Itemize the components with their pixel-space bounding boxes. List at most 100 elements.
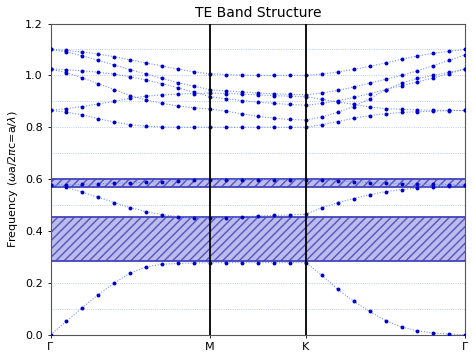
Point <box>222 108 230 114</box>
Point <box>414 181 421 187</box>
Point <box>110 119 118 125</box>
Point <box>462 66 469 72</box>
Point <box>382 87 389 92</box>
Point <box>174 80 182 86</box>
Point <box>222 260 230 266</box>
Y-axis label: Frequency ($\omega$a/2$\pi$c=a/$\lambda$): Frequency ($\omega$a/2$\pi$c=a/$\lambda$… <box>6 110 19 248</box>
Point <box>302 117 310 123</box>
Point <box>366 309 374 314</box>
Point <box>366 180 374 185</box>
Point <box>206 124 214 130</box>
Point <box>414 76 421 81</box>
Point <box>318 101 326 106</box>
Point <box>238 89 246 95</box>
Point <box>158 63 166 69</box>
Point <box>47 66 55 72</box>
Point <box>429 63 437 68</box>
Point <box>334 178 341 184</box>
Point <box>190 90 198 95</box>
Point <box>206 177 214 183</box>
Point <box>95 181 102 187</box>
Point <box>238 91 246 97</box>
Point <box>302 94 310 100</box>
Point <box>429 75 437 81</box>
Point <box>398 110 405 115</box>
Point <box>190 124 198 130</box>
Point <box>254 260 262 266</box>
Point <box>190 91 198 96</box>
Point <box>286 102 293 107</box>
Point <box>254 90 262 96</box>
Point <box>238 124 246 130</box>
Point <box>462 52 469 58</box>
Point <box>446 48 453 54</box>
Point <box>334 286 341 292</box>
Point <box>429 50 437 56</box>
Point <box>95 101 102 107</box>
Point <box>286 91 293 97</box>
Point <box>127 205 134 211</box>
Point <box>206 260 214 266</box>
Point <box>429 107 437 113</box>
Point <box>95 81 102 87</box>
Point <box>446 69 453 75</box>
Point <box>190 83 198 89</box>
Point <box>302 124 310 130</box>
Point <box>318 177 326 183</box>
Point <box>302 260 310 266</box>
Point <box>334 99 341 105</box>
Point <box>462 66 469 72</box>
Point <box>302 177 310 183</box>
Point <box>158 179 166 185</box>
Point <box>95 292 102 297</box>
Point <box>222 72 230 77</box>
Point <box>63 67 70 73</box>
Point <box>414 68 421 74</box>
Point <box>398 80 405 86</box>
Point <box>270 260 278 266</box>
Point <box>350 196 357 202</box>
Point <box>366 192 374 198</box>
Point <box>127 93 134 98</box>
Point <box>47 47 55 52</box>
Point <box>142 179 150 185</box>
Point <box>47 182 55 188</box>
Point <box>366 91 374 96</box>
Point <box>174 103 182 109</box>
Point <box>79 305 86 310</box>
Point <box>350 115 357 121</box>
Point <box>334 109 341 115</box>
Point <box>238 260 246 266</box>
Point <box>286 73 293 78</box>
Point <box>222 91 230 96</box>
Point <box>462 107 469 113</box>
Point <box>158 76 166 81</box>
Point <box>302 73 310 78</box>
Point <box>350 67 357 72</box>
Point <box>462 332 469 338</box>
Point <box>158 124 166 130</box>
Point <box>382 189 389 194</box>
Point <box>398 57 405 62</box>
Point <box>190 69 198 74</box>
Point <box>110 54 118 59</box>
Point <box>238 72 246 78</box>
Point <box>206 71 214 77</box>
Point <box>222 124 230 130</box>
Point <box>110 71 118 77</box>
Point <box>446 71 453 76</box>
Point <box>63 49 70 55</box>
Point <box>302 211 310 217</box>
Point <box>286 212 293 218</box>
Point <box>366 96 374 102</box>
Point <box>158 92 166 98</box>
Point <box>462 47 469 52</box>
Point <box>462 107 469 113</box>
Point <box>47 107 55 113</box>
Point <box>190 215 198 221</box>
Point <box>254 73 262 78</box>
Point <box>206 106 214 112</box>
Point <box>334 98 341 104</box>
Point <box>318 114 326 120</box>
Point <box>462 182 469 188</box>
